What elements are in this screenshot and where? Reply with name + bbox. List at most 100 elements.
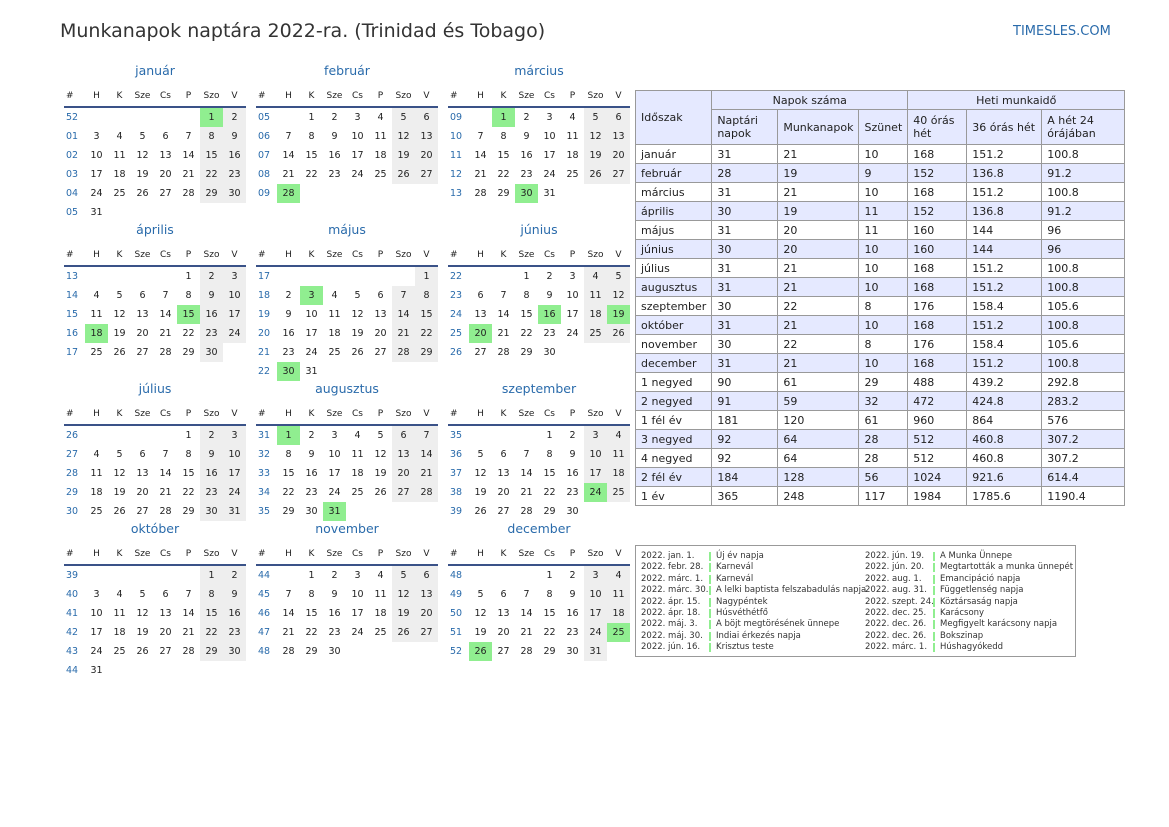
week-row: 24 13 14 15 16 17 18 19 [448, 305, 630, 324]
day-cell: 8 [185, 290, 192, 301]
hours-40-cell: 472 [907, 391, 968, 411]
calendar-days-cell: 91 [711, 391, 779, 411]
holiday-date: 2022. máj. 3. [641, 619, 698, 630]
day-cell: 25 [351, 487, 364, 498]
empty-day-cell [561, 184, 584, 203]
day-cell: 9 [523, 131, 530, 142]
week-row: 27 4 5 6 7 8 9 10 [64, 445, 246, 464]
week-number-header: # [258, 91, 266, 101]
day-cell: 9 [223, 127, 246, 146]
hours-24-cell: 307.2 [1041, 429, 1126, 449]
day-cell: 30 [200, 343, 223, 362]
day-cell: 22 [520, 328, 533, 339]
month-grid: # H K Sze Cs P Szo V 26 1 2 3 27 4 5 6 7 8 9 10 28 11 12 13 14 15… [64, 404, 246, 521]
day-cell: 27 [415, 165, 438, 184]
day-cell: 11 [113, 608, 126, 619]
site-link[interactable]: TIMESLES.COM [1013, 24, 1111, 39]
day-cell: 16 [200, 464, 223, 483]
day-cell: 12 [351, 309, 364, 320]
day-cell: 27 [474, 347, 487, 358]
day-cell: 5 [139, 131, 146, 142]
week-row: 05 1 2 3 4 5 6 [256, 108, 438, 127]
holiday-marker [709, 586, 711, 596]
hours-24-cell: 100.8 [1041, 144, 1126, 164]
hours-24-cell: 307.2 [1041, 448, 1126, 468]
period-cell: október [634, 315, 713, 335]
day-cell: 30 [566, 506, 579, 517]
week-row: 44 1 2 3 4 5 6 [256, 566, 438, 585]
day-cell: 29 [305, 646, 318, 657]
empty-day-cell [223, 203, 246, 222]
day-cell: 6 [139, 449, 146, 460]
workdays-cell: 248 [777, 486, 860, 506]
day-cell: 26 [113, 506, 126, 517]
day-cell: 20 [607, 146, 630, 165]
day-cell: 17 [566, 309, 579, 320]
holiday-item: 2022. dec. 26. Megfigyelt karácsony napja [865, 619, 1073, 630]
hours-24-cell: 100.8 [1041, 182, 1126, 202]
day-cell: 30 [305, 506, 318, 517]
calendar-days-cell: 31 [711, 182, 779, 202]
day-cell: 23 [543, 328, 556, 339]
day-cell: 15 [182, 468, 195, 479]
week-row: 13 28 29 30 31 [448, 184, 630, 203]
week-number: 04 [66, 188, 79, 199]
weekday-header: Szo [395, 250, 412, 260]
workdays-cell: 19 [777, 201, 860, 221]
hours-36-cell: 151.2 [966, 182, 1043, 202]
day-cell: 14 [520, 468, 533, 479]
day-cell: 25 [374, 627, 387, 638]
week-row: 20 16 17 18 19 20 21 22 [256, 324, 438, 343]
week-row: 14 4 5 6 7 8 9 10 [64, 286, 246, 305]
holidays-count-cell: 29 [858, 372, 909, 392]
day-cell: 26 [136, 188, 149, 199]
hours-40-cell: 168 [907, 315, 968, 335]
empty-day-cell [323, 184, 346, 203]
day-cell: 20 [415, 146, 438, 165]
empty-day-cell [469, 108, 492, 127]
holiday-date: 2022. febr. 28. [641, 562, 704, 573]
day-cell: 29 [520, 347, 533, 358]
period-header: Időszak [634, 90, 713, 145]
week-number: 16 [66, 328, 79, 339]
day-cell: 19 [474, 627, 487, 638]
weekday-header: V [423, 549, 430, 559]
empty-day-cell [369, 502, 392, 521]
workdays-cell: 22 [777, 334, 860, 354]
week-number: 12 [450, 169, 463, 180]
holiday-marker [933, 563, 935, 573]
day-cell: 17 [351, 150, 364, 161]
week-number: 35 [258, 506, 271, 517]
weekday-header: Szo [587, 409, 604, 419]
day-cell: 11 [566, 131, 579, 142]
weekday-header-row: # H K Sze Cs P Szo V [256, 86, 438, 108]
empty-day-cell [154, 108, 177, 127]
day-cell: 27 [607, 165, 630, 184]
month-name: augusztus [315, 381, 379, 396]
day-cell: 6 [162, 589, 169, 600]
hours-40-cell: 176 [907, 334, 968, 354]
weekday-header: Szo [587, 250, 604, 260]
weekday-header: P [185, 91, 192, 101]
holiday-item: 2022. aug. 1. Emancipáció napja [865, 574, 1073, 585]
weekday-header: H [477, 409, 484, 419]
holiday-name: Megfigyelt karácsony napja [940, 619, 1058, 630]
empty-day-cell [392, 184, 415, 203]
holidays-count-cell: 10 [858, 277, 909, 297]
holiday-date: 2022. aug. 1. [865, 573, 922, 584]
week-number: 22 [450, 271, 463, 282]
weekday-header: H [93, 91, 100, 101]
day-cell: 13 [136, 468, 149, 479]
month-grid: # H K Sze Cs P Szo V 05 1 2 3 4 5 6 06 7 8 9 10 11 12 13 07 14 15… [256, 86, 438, 203]
hours-36-cell: 439.2 [966, 372, 1043, 392]
day-cell: 12 [374, 449, 387, 460]
weekday-header: K [116, 409, 123, 419]
week-row: 52 26 27 28 29 30 31 [448, 642, 630, 661]
weekday-header: Szo [395, 549, 412, 559]
day-cell: 28 [392, 343, 415, 362]
weekday-header-row: # H K Sze Cs P Szo V [448, 86, 630, 108]
day-cell: 1 [415, 267, 438, 286]
day-cell: 26 [474, 506, 487, 517]
calendar-days-cell: 30 [711, 334, 779, 354]
day-cell: 13 [159, 608, 172, 619]
